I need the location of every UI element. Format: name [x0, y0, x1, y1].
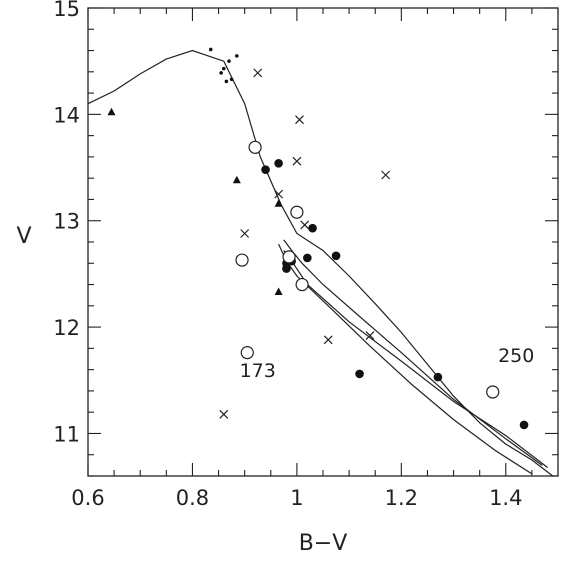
- x-tick-label: 1.2: [385, 486, 418, 510]
- open-circle-point: [240, 346, 254, 360]
- open-circle-point: [290, 205, 304, 219]
- cross-point: [365, 331, 375, 341]
- point-annotation: 173: [240, 360, 276, 382]
- x-tick-label: 1: [290, 486, 303, 510]
- cross-point: [323, 335, 333, 345]
- tick-labels: 0.6 0.8 1 1.2 1.4 11 12 13 14 15 173 250: [53, 0, 534, 510]
- small-dot-point: [235, 54, 239, 58]
- data-points: [107, 47, 529, 430]
- small-dot-point: [221, 66, 226, 71]
- x-tick-label: 0.6: [71, 486, 104, 510]
- filled-circle-point: [433, 372, 443, 382]
- triangle-point: [107, 107, 116, 116]
- y-axis-label: V: [16, 224, 31, 249]
- small-dot-point: [227, 59, 231, 63]
- small-dot-point: [208, 47, 213, 52]
- cross-point: [381, 170, 391, 180]
- filled-circle-point: [261, 165, 270, 174]
- cross-point: [274, 189, 284, 199]
- y-tick-label: 11: [53, 422, 80, 446]
- triangle-point: [232, 175, 241, 184]
- filled-circle-point: [331, 251, 341, 261]
- point-annotation: 250: [498, 345, 534, 367]
- open-circle-point: [235, 253, 249, 267]
- y-tick-label: 15: [53, 0, 80, 21]
- small-dot-point: [219, 71, 223, 75]
- plot-frame: [87, 7, 559, 477]
- axis-ticks: [87, 7, 559, 477]
- open-circle-point: [282, 250, 296, 264]
- small-dot-point: [224, 79, 229, 84]
- y-tick-label: 13: [53, 210, 80, 234]
- filled-circle-point: [308, 223, 317, 233]
- filled-circle-point: [519, 420, 529, 430]
- filled-circle-point: [303, 253, 312, 263]
- y-tick-label: 14: [53, 103, 80, 127]
- triangle-point: [274, 199, 283, 207]
- cross-point: [300, 220, 310, 230]
- open-circle-point: [295, 277, 309, 292]
- triangle-point: [274, 287, 283, 295]
- x-axis-label: B−V: [299, 531, 348, 556]
- isochrone-curves: [87, 49, 554, 477]
- filled-circle-point: [274, 158, 283, 168]
- cross-point: [295, 115, 304, 125]
- filled-circle-point: [355, 369, 364, 379]
- cross-point: [219, 409, 229, 419]
- small-dot-point: [229, 77, 234, 82]
- x-tick-label: 0.8: [176, 486, 209, 510]
- open-circle-point: [248, 140, 262, 154]
- cross-point: [292, 156, 302, 166]
- isochrone-line: [87, 49, 554, 477]
- isochrone-line: [283, 250, 548, 468]
- cross-point: [240, 229, 250, 238]
- cross-point: [253, 68, 263, 78]
- x-tick-label: 1.4: [489, 486, 522, 510]
- open-circle-point: [486, 385, 500, 399]
- y-tick-label: 12: [53, 316, 80, 340]
